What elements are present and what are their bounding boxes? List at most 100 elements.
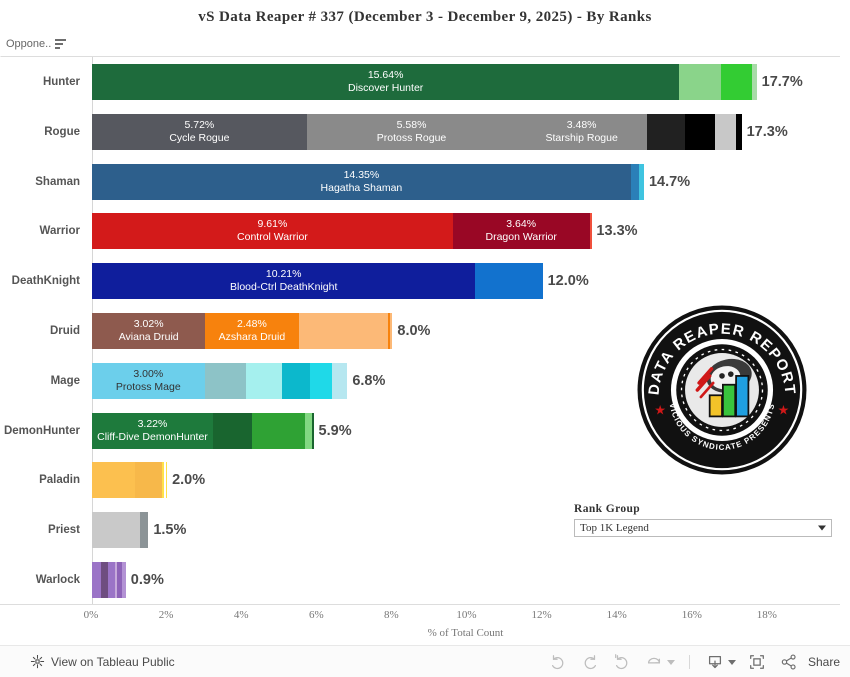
refresh-dropdown-caret-icon[interactable] xyxy=(666,659,675,665)
bar-segment[interactable]: 3.22% Cliff-Dive DemonHunter xyxy=(92,412,213,449)
bar-row-label: Warrior xyxy=(39,225,80,238)
bar-segment[interactable] xyxy=(589,213,593,250)
toolbar-actions: Share xyxy=(543,646,840,677)
bar-segment[interactable] xyxy=(108,562,115,598)
bar-segment[interactable] xyxy=(92,462,136,499)
bar-total-label: 1.5% xyxy=(153,522,187,539)
revert-icon[interactable] xyxy=(607,649,637,675)
bar-segment[interactable] xyxy=(252,412,305,449)
bar-segment[interactable] xyxy=(135,462,163,499)
download-dropdown-caret-icon[interactable] xyxy=(727,659,736,665)
bar-row-label: Rogue xyxy=(44,125,80,138)
segment-name: Cliff-Dive DemonHunter xyxy=(97,430,208,443)
bar-segment[interactable] xyxy=(304,412,312,449)
rank-group-selected-value: Top 1K Legend xyxy=(580,522,649,534)
bar-segment[interactable] xyxy=(685,113,715,150)
redo-icon[interactable] xyxy=(575,649,605,675)
data-reaper-report-logo: ★ ★ DATA REAPER REPORT VICIOUS SYNDICATE… xyxy=(634,297,810,483)
bar-segment[interactable]: 5.72% Cycle Rogue xyxy=(92,113,307,150)
bar-segment[interactable] xyxy=(721,64,753,100)
bar-segment[interactable] xyxy=(679,64,722,100)
bar-segment[interactable] xyxy=(245,362,282,399)
bar-segment[interactable]: 9.61% Control Warrior xyxy=(92,213,453,250)
fullscreen-icon[interactable] xyxy=(742,649,772,675)
segment-percent: 2.48% xyxy=(237,318,267,330)
segment-name: Aviana Druid xyxy=(118,331,179,343)
bar-row: DemonHunter 3.22% Cliff-Dive DemonHunter 5.… xyxy=(1,406,841,456)
bar-segment[interactable] xyxy=(475,263,543,300)
segment-percent: 3.48% xyxy=(566,118,597,131)
bar-segment[interactable] xyxy=(735,113,742,150)
bar-row: Shaman 14.35% Hagatha Shaman 14.7% xyxy=(1,157,841,207)
bar-segment[interactable]: 3.00% Protoss Mage xyxy=(92,362,205,399)
view-on-tableau-public-link[interactable]: View on Tableau Public xyxy=(30,654,175,669)
bar-segment[interactable] xyxy=(714,113,736,150)
bar-segment[interactable] xyxy=(390,313,393,349)
bar-segment[interactable]: 10.21% Blood-Ctrl DeathKnight xyxy=(92,263,476,300)
x-axis-tick: 18% xyxy=(756,609,777,621)
bar-segment[interactable] xyxy=(114,562,118,598)
bar-total-label: 6.8% xyxy=(352,372,386,389)
bar-segment[interactable] xyxy=(122,562,126,598)
bar-segment[interactable] xyxy=(212,412,253,449)
bar-row-label: Warlock xyxy=(35,574,80,586)
bar-segment[interactable] xyxy=(298,313,388,349)
bar-segment[interactable] xyxy=(100,562,109,598)
bar-total-label: 2.0% xyxy=(172,472,206,489)
bar-segment[interactable]: 3.64% Dragon Warrior xyxy=(452,213,590,250)
bar-segment[interactable] xyxy=(387,313,391,349)
bar-segment[interactable] xyxy=(281,362,310,399)
bar-segment[interactable] xyxy=(139,512,149,549)
bar-row: Mage 3.00% Protoss Mage 6.8% xyxy=(1,356,841,406)
undo-icon[interactable] xyxy=(543,649,573,675)
download-icon[interactable] xyxy=(700,649,730,675)
bar-row: Hunter 15.64% Discover Hunter 17.7% xyxy=(1,57,841,107)
segment-percent: 15.64% xyxy=(367,69,404,81)
stacked-bar xyxy=(92,512,149,549)
toolbar-divider xyxy=(688,655,690,669)
bar-segment[interactable] xyxy=(162,462,165,499)
bar-row: DeathKnight 10.21% Blood-Ctrl DeathKnight 1… xyxy=(1,256,841,306)
rank-group-select[interactable]: Top 1K Legend xyxy=(574,519,832,537)
bar-row-label: Shaman xyxy=(35,175,80,188)
chevron-down-icon[interactable] xyxy=(818,525,826,531)
bar-segment[interactable] xyxy=(165,462,168,499)
x-axis-tick: 8% xyxy=(384,609,399,621)
sort-icon[interactable] xyxy=(55,39,67,49)
bar-segment[interactable] xyxy=(164,462,166,499)
bar-row: Warrior 9.61% Control Warrior 3.64% Dragon W… xyxy=(1,206,841,256)
bar-segment[interactable] xyxy=(92,562,101,598)
bar-segment[interactable]: 2.48% Azshara Druid xyxy=(205,313,299,349)
bar-row: Warlock 0.9% xyxy=(1,555,841,605)
bar-segment[interactable]: 3.48% Starship Rogue xyxy=(516,113,647,150)
share-icon[interactable] xyxy=(774,649,804,675)
bar-segment[interactable] xyxy=(752,64,757,100)
bar-segment[interactable] xyxy=(646,113,686,150)
bar-segment[interactable] xyxy=(309,362,333,399)
stacked-bar: 9.61% Control Warrior 3.64% Dragon Warrior xyxy=(92,213,593,250)
share-label: Share xyxy=(807,655,840,669)
segment-percent: 3.02% xyxy=(133,318,164,330)
refresh-icon[interactable] xyxy=(639,649,669,675)
segment-percent: 5.58% xyxy=(396,118,427,131)
opponent-filter-header[interactable]: Oppone.. xyxy=(6,38,67,50)
bar-row-label: Mage xyxy=(50,374,80,387)
bar-segment[interactable] xyxy=(204,362,246,399)
bar-segment[interactable]: 5.58% Protoss Rogue xyxy=(306,113,517,150)
bar-segment[interactable]: 14.35% Hagatha Shaman xyxy=(92,163,631,200)
bar-segment[interactable] xyxy=(92,512,140,549)
bar-segment[interactable]: 15.64% Discover Hunter xyxy=(92,64,680,100)
segment-name: Discover Hunter xyxy=(348,82,424,94)
segment-name: Control Warrior xyxy=(237,231,308,244)
bar-segment[interactable] xyxy=(311,412,314,449)
bar-segment[interactable]: 3.02% Aviana Druid xyxy=(92,313,206,349)
bar-segment[interactable] xyxy=(639,163,644,200)
stacked-bar: 10.21% Blood-Ctrl DeathKnight xyxy=(92,263,543,300)
bar-segment[interactable] xyxy=(630,163,640,200)
svg-text:★: ★ xyxy=(654,404,666,419)
bar-segment[interactable] xyxy=(117,562,122,598)
x-axis-title: % of Total Count xyxy=(427,627,504,639)
segment-name: Azshara Druid xyxy=(218,331,286,343)
opponent-filter-label: Oppone.. xyxy=(6,38,52,50)
bar-segment[interactable] xyxy=(332,362,348,399)
